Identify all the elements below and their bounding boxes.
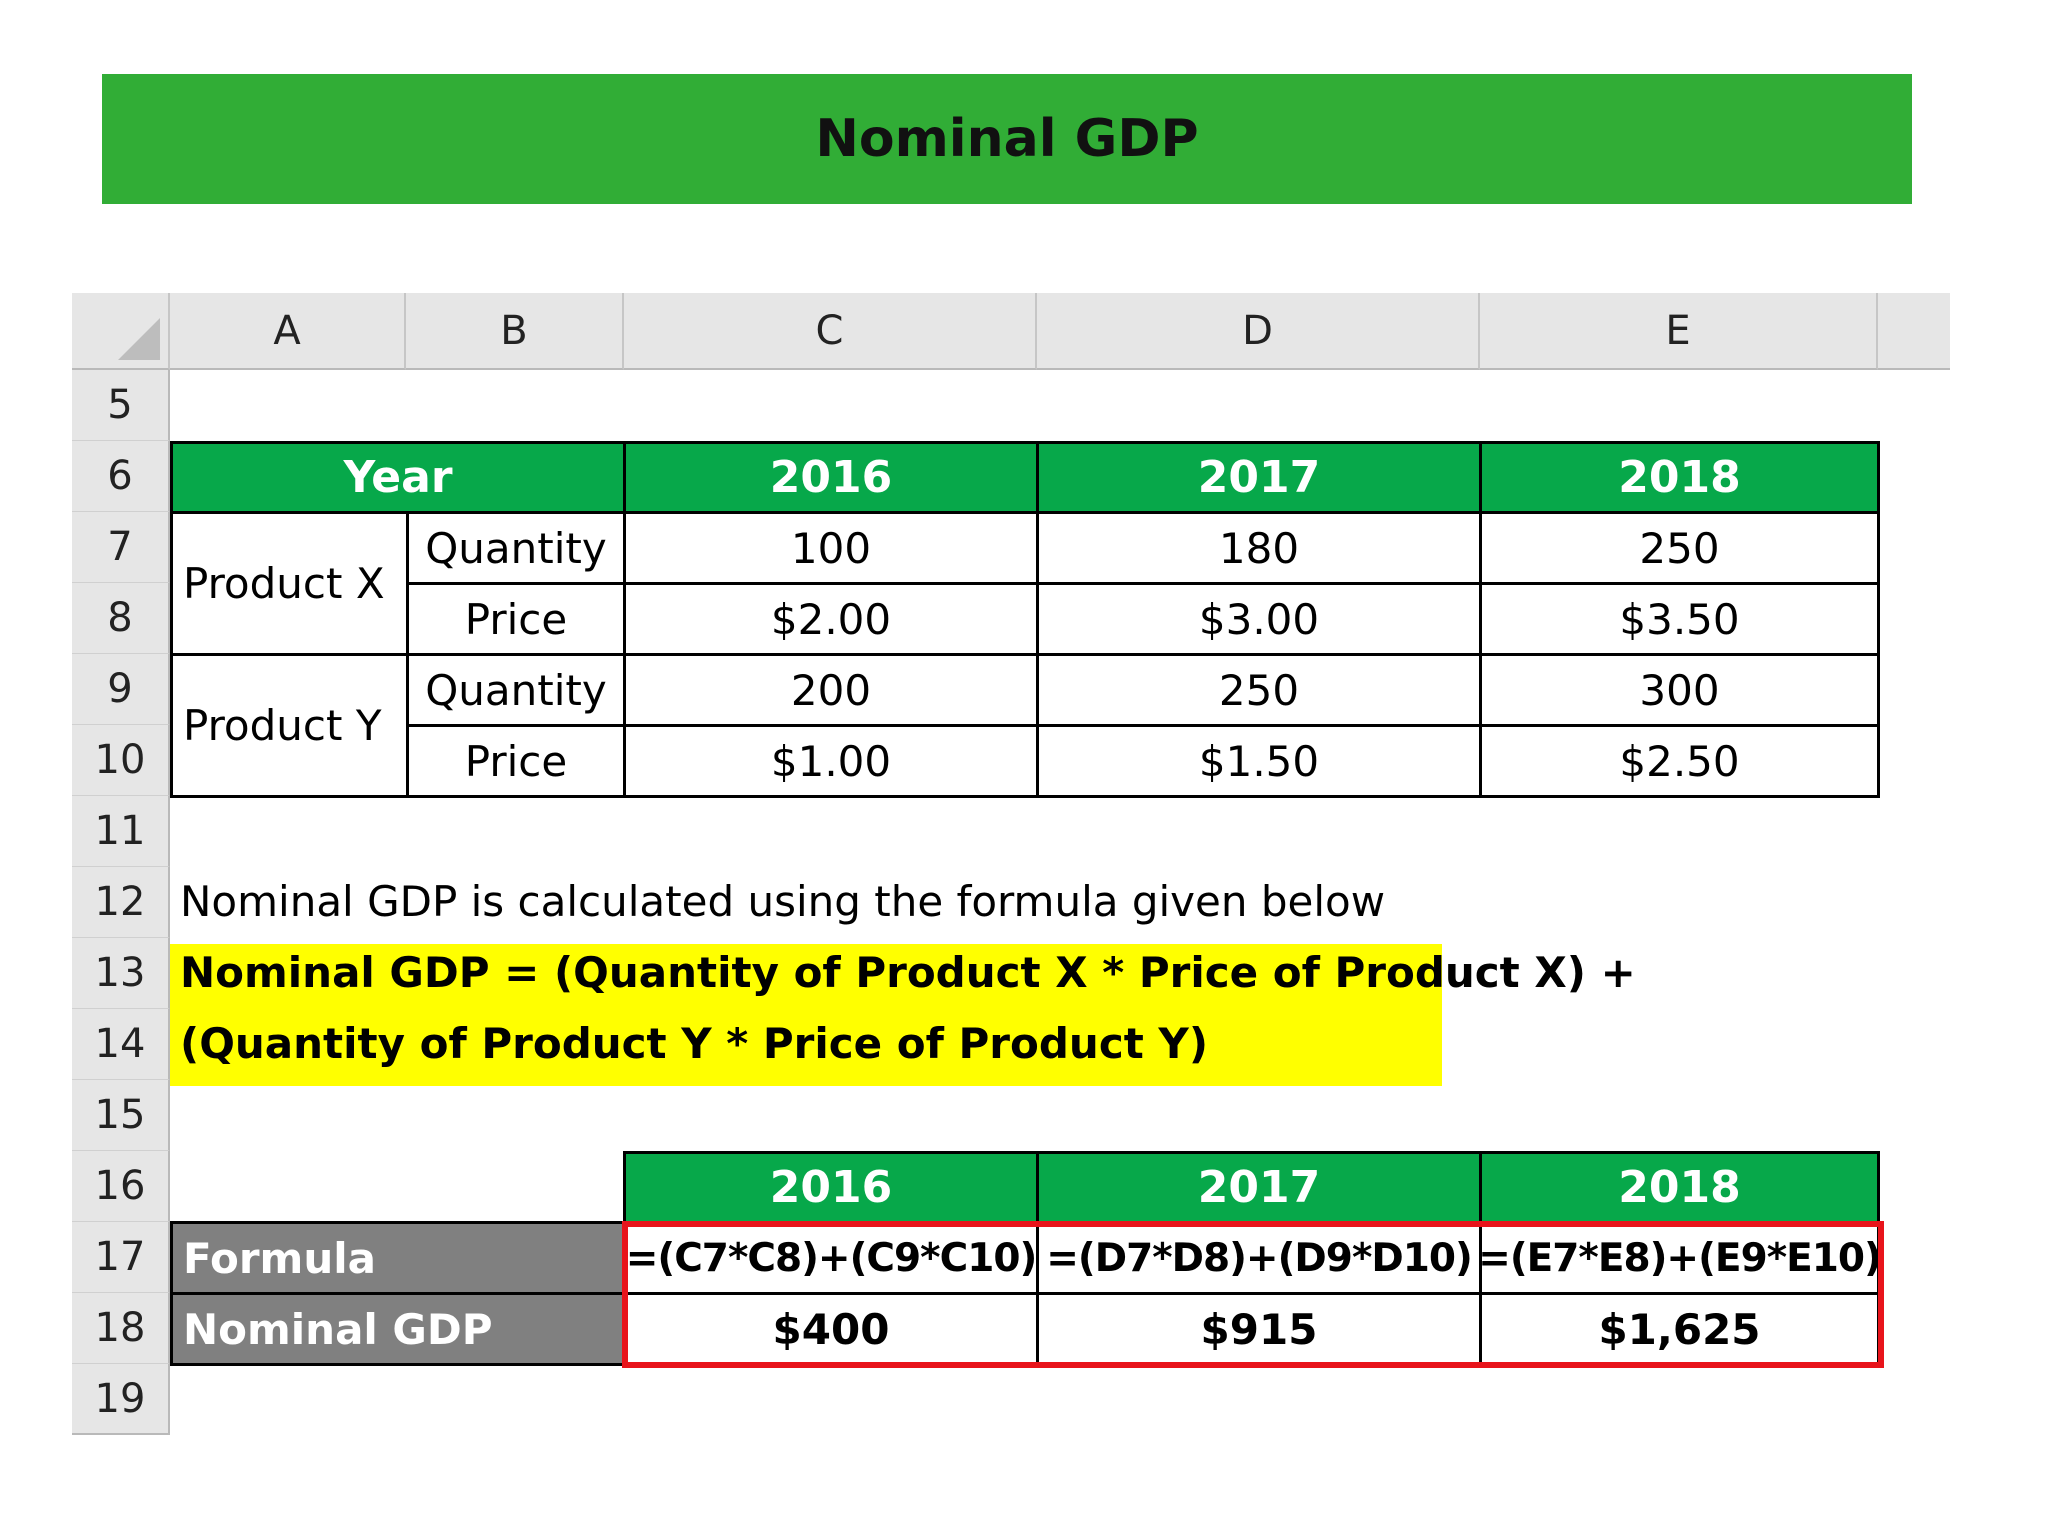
result-highlight-outline xyxy=(622,1221,1884,1368)
product-x-price-label[interactable]: Price xyxy=(406,582,626,656)
column-header-b[interactable]: B xyxy=(406,293,624,370)
result-2016-header[interactable]: 2016 xyxy=(623,1151,1039,1224)
formula-line-2[interactable]: (Quantity of Product Y * Price of Produc… xyxy=(180,1019,1209,1068)
year-2017-header[interactable]: 2017 xyxy=(1036,441,1482,514)
product-y-price-label[interactable]: Price xyxy=(406,724,626,798)
row-header-10[interactable]: 10 xyxy=(72,725,170,796)
row-header-11[interactable]: 11 xyxy=(72,796,170,867)
product-x-price-2018[interactable]: $3.50 xyxy=(1479,582,1880,656)
product-x-quantity-2016[interactable]: 100 xyxy=(623,511,1039,585)
year-2018-header[interactable]: 2018 xyxy=(1479,441,1880,514)
product-x-price-2016[interactable]: $2.00 xyxy=(623,582,1039,656)
row-header-18[interactable]: 18 xyxy=(72,1293,170,1364)
spreadsheet: A B C D E 5 6 7 8 9 10 11 12 13 14 15 16… xyxy=(72,293,1950,1437)
row-header-9[interactable]: 9 xyxy=(72,654,170,725)
product-y-quantity-2017[interactable]: 250 xyxy=(1036,653,1482,727)
product-x-quantity-label[interactable]: Quantity xyxy=(406,511,626,585)
title-text: Nominal GDP xyxy=(815,109,1199,169)
row-header-5[interactable]: 5 xyxy=(72,370,170,441)
product-x-label[interactable]: Product X xyxy=(170,511,409,656)
column-header-c[interactable]: C xyxy=(624,293,1037,370)
row-header-8[interactable]: 8 xyxy=(72,583,170,654)
row-header-13[interactable]: 13 xyxy=(72,938,170,1009)
formula-note[interactable]: Nominal GDP is calculated using the form… xyxy=(180,877,1386,926)
row-header-14[interactable]: 14 xyxy=(72,1009,170,1080)
title-banner: Nominal GDP xyxy=(102,74,1912,204)
product-y-quantity-2018[interactable]: 300 xyxy=(1479,653,1880,727)
product-y-price-2017[interactable]: $1.50 xyxy=(1036,724,1482,798)
product-x-price-2017[interactable]: $3.00 xyxy=(1036,582,1482,656)
product-y-label[interactable]: Product Y xyxy=(170,653,409,798)
column-header-e[interactable]: E xyxy=(1480,293,1878,370)
product-y-price-2018[interactable]: $2.50 xyxy=(1479,724,1880,798)
year-header[interactable]: Year xyxy=(170,441,626,514)
product-y-price-2016[interactable]: $1.00 xyxy=(623,724,1039,798)
formula-row-label[interactable]: Formula xyxy=(170,1221,626,1295)
nominal-gdp-row-label[interactable]: Nominal GDP xyxy=(170,1292,626,1366)
column-header-a[interactable]: A xyxy=(170,293,406,370)
column-header-d[interactable]: D xyxy=(1037,293,1480,370)
result-2017-header[interactable]: 2017 xyxy=(1036,1151,1482,1224)
row-header-16[interactable]: 16 xyxy=(72,1151,170,1222)
select-all-corner[interactable] xyxy=(72,293,170,370)
row-header-19[interactable]: 19 xyxy=(72,1364,170,1435)
select-all-icon xyxy=(118,318,160,360)
formula-highlight xyxy=(170,944,1442,1086)
row-header-12[interactable]: 12 xyxy=(72,867,170,938)
row-header-15[interactable]: 15 xyxy=(72,1080,170,1151)
row-header-6[interactable]: 6 xyxy=(72,441,170,512)
product-x-quantity-2017[interactable]: 180 xyxy=(1036,511,1482,585)
product-y-quantity-label[interactable]: Quantity xyxy=(406,653,626,727)
product-x-quantity-2018[interactable]: 250 xyxy=(1479,511,1880,585)
year-2016-header[interactable]: 2016 xyxy=(623,441,1039,514)
row-header-17[interactable]: 17 xyxy=(72,1222,170,1293)
column-header-blank xyxy=(1878,293,1950,370)
product-y-quantity-2016[interactable]: 200 xyxy=(623,653,1039,727)
row-header-7[interactable]: 7 xyxy=(72,512,170,583)
result-2018-header[interactable]: 2018 xyxy=(1479,1151,1880,1224)
formula-line-1[interactable]: Nominal GDP = (Quantity of Product X * P… xyxy=(180,948,1636,997)
